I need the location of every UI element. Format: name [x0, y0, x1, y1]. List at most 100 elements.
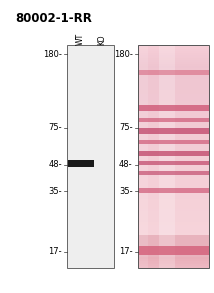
Bar — [138, 156, 209, 159]
Bar — [138, 145, 209, 147]
Bar — [140, 45, 148, 268]
Bar — [138, 69, 209, 71]
Bar — [138, 171, 209, 173]
Text: 35-: 35- — [119, 187, 133, 196]
Bar — [138, 77, 209, 79]
Bar — [138, 195, 209, 197]
Bar — [138, 260, 209, 263]
Bar — [138, 266, 209, 268]
Bar — [138, 155, 209, 157]
Bar — [138, 201, 209, 203]
Bar — [138, 88, 209, 90]
Bar — [138, 80, 209, 83]
Bar — [138, 75, 209, 77]
Bar — [138, 130, 209, 133]
Bar — [138, 149, 209, 151]
Bar — [138, 112, 209, 114]
Bar — [138, 45, 209, 47]
Bar — [138, 203, 209, 205]
Bar — [138, 125, 209, 127]
Bar — [138, 52, 209, 55]
Bar — [138, 199, 209, 201]
Bar — [138, 236, 209, 239]
Bar — [138, 128, 209, 134]
Bar — [138, 169, 209, 172]
Bar — [138, 129, 209, 131]
Bar — [138, 219, 209, 222]
Bar — [138, 227, 209, 229]
Bar — [138, 264, 209, 266]
Bar — [138, 244, 209, 246]
Bar — [138, 47, 209, 49]
Bar — [138, 56, 209, 58]
Bar — [138, 212, 209, 214]
Bar — [138, 117, 209, 120]
Bar — [138, 234, 209, 236]
Bar — [138, 123, 209, 125]
Bar — [138, 222, 209, 224]
Bar — [138, 67, 209, 69]
Bar — [138, 233, 209, 235]
Bar — [138, 247, 209, 250]
Bar — [138, 127, 209, 129]
Bar — [138, 147, 209, 149]
Bar — [138, 184, 209, 186]
Bar — [138, 121, 209, 123]
Bar — [138, 116, 209, 118]
Bar — [138, 207, 209, 209]
Bar — [138, 95, 209, 97]
Bar — [138, 71, 209, 73]
Bar — [138, 82, 209, 84]
Bar — [68, 160, 94, 166]
Bar — [138, 62, 209, 64]
Bar — [138, 49, 209, 51]
Bar — [138, 91, 209, 94]
Bar — [138, 161, 209, 166]
Bar — [138, 73, 209, 75]
Bar — [138, 86, 209, 88]
Bar — [138, 183, 209, 185]
Bar — [138, 58, 209, 60]
Bar — [138, 97, 209, 99]
Bar — [138, 240, 209, 242]
Bar — [138, 114, 209, 116]
Bar — [138, 134, 209, 136]
Bar — [138, 166, 209, 168]
Bar — [138, 258, 209, 261]
Bar — [138, 54, 209, 57]
Bar — [138, 190, 209, 192]
Bar — [138, 208, 209, 211]
Bar — [138, 105, 209, 111]
Bar — [159, 45, 175, 268]
Bar — [138, 225, 209, 227]
Text: 180-: 180- — [43, 50, 62, 59]
Bar — [138, 136, 209, 138]
Bar — [138, 132, 209, 134]
Bar — [138, 171, 209, 176]
Bar — [138, 175, 209, 177]
Text: 180-: 180- — [114, 50, 133, 59]
Bar — [138, 238, 209, 240]
Bar — [138, 70, 209, 75]
Text: 35-: 35- — [48, 187, 62, 196]
Bar — [138, 246, 209, 248]
Bar — [138, 101, 209, 103]
Bar — [138, 231, 209, 233]
Bar — [138, 99, 209, 101]
Bar — [138, 106, 209, 108]
Bar — [138, 162, 209, 164]
Bar — [138, 255, 209, 257]
Bar — [138, 144, 209, 146]
Text: KO: KO — [97, 34, 106, 45]
Bar — [138, 160, 209, 162]
Text: 17-: 17- — [119, 247, 133, 256]
Bar — [138, 142, 209, 144]
Text: 48-: 48- — [119, 161, 133, 169]
Bar — [138, 197, 209, 200]
Bar — [67, 45, 114, 268]
Bar — [138, 192, 209, 194]
Bar — [138, 246, 209, 255]
Bar — [138, 108, 209, 110]
Bar — [138, 179, 209, 181]
Bar — [138, 216, 209, 218]
